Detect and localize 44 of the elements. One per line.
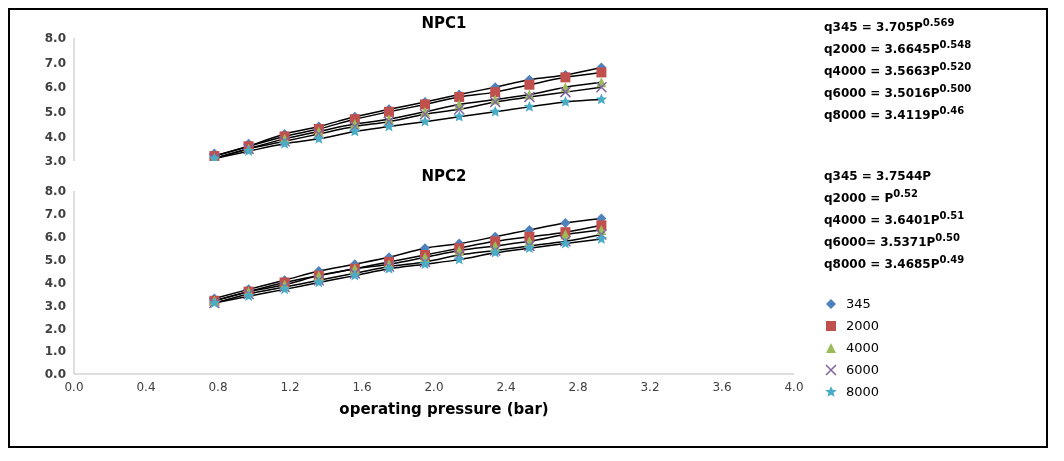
y-tick-label: 6.0 bbox=[44, 230, 66, 245]
x-tick-label: 4.0 bbox=[784, 379, 804, 394]
y-tick-label: 8.0 bbox=[44, 31, 66, 46]
legend-label: 8000 bbox=[846, 383, 880, 401]
text: q2000 = P$^{0.52}$ bbox=[824, 187, 919, 207]
legend-label: 2000 bbox=[846, 317, 880, 335]
text: q4000 = 3.6401P$^{0.51}$ bbox=[824, 209, 965, 229]
y-tick-label: 5.0 bbox=[44, 105, 66, 120]
y-tick-label: 7.0 bbox=[44, 207, 66, 222]
y-tick-label: 3.0 bbox=[44, 298, 66, 313]
text: q345 = 3.7544P bbox=[824, 168, 933, 185]
x-tick-label: 3.6 bbox=[712, 379, 732, 394]
text: q6000= 3.5371P$^{0.50}$ bbox=[824, 231, 961, 251]
text: q2000 = 3.6645P$^{0.548}$ bbox=[824, 38, 972, 58]
x-tick-label: 0.8 bbox=[208, 379, 228, 394]
chart-title: NPC2 bbox=[420, 167, 468, 185]
text: q8000 = 3.4119P$^{0.46}$ bbox=[824, 104, 966, 124]
text: q345 = 3.705P$^{0.569}$ bbox=[824, 16, 956, 36]
text: q6000 = 3.5016P$^{0.500}$ bbox=[824, 82, 972, 102]
chart-title: NPC1 bbox=[420, 14, 468, 32]
x-tick-label: 2.4 bbox=[496, 379, 516, 394]
y-tick-label: 4.0 bbox=[44, 129, 66, 144]
y-tick-label: 0.0 bbox=[44, 367, 66, 382]
y-tick-label: 1.0 bbox=[44, 344, 66, 359]
x-tick-label: 0.4 bbox=[136, 379, 156, 394]
x-tick-label: 1.2 bbox=[280, 379, 300, 394]
y-tick-label: 2.0 bbox=[44, 321, 66, 336]
y-tick-label: 6.0 bbox=[44, 80, 66, 95]
legend-label: 345 bbox=[846, 295, 871, 313]
y-tick-label: 8.0 bbox=[44, 184, 66, 199]
legend-label: 6000 bbox=[846, 361, 880, 379]
y-tick-label: 4.0 bbox=[44, 275, 66, 290]
text: q8000 = 3.4685P$^{0.49}$ bbox=[824, 253, 965, 273]
x-tick-label: 2.0 bbox=[424, 379, 444, 394]
y-tick-label: 3.0 bbox=[44, 154, 66, 169]
y-tick-label: 7.0 bbox=[44, 55, 66, 70]
x-tick-label: 2.8 bbox=[568, 379, 588, 394]
y-tick-label: 5.0 bbox=[44, 252, 66, 267]
x-tick-label: 3.2 bbox=[640, 379, 660, 394]
x-axis-title: operating pressure (bar) bbox=[338, 400, 550, 418]
text: q4000 = 3.5663P$^{0.520}$ bbox=[824, 60, 972, 80]
legend-label: 4000 bbox=[846, 339, 880, 357]
x-tick-label: 0.0 bbox=[64, 379, 84, 394]
x-tick-label: 1.6 bbox=[352, 379, 372, 394]
